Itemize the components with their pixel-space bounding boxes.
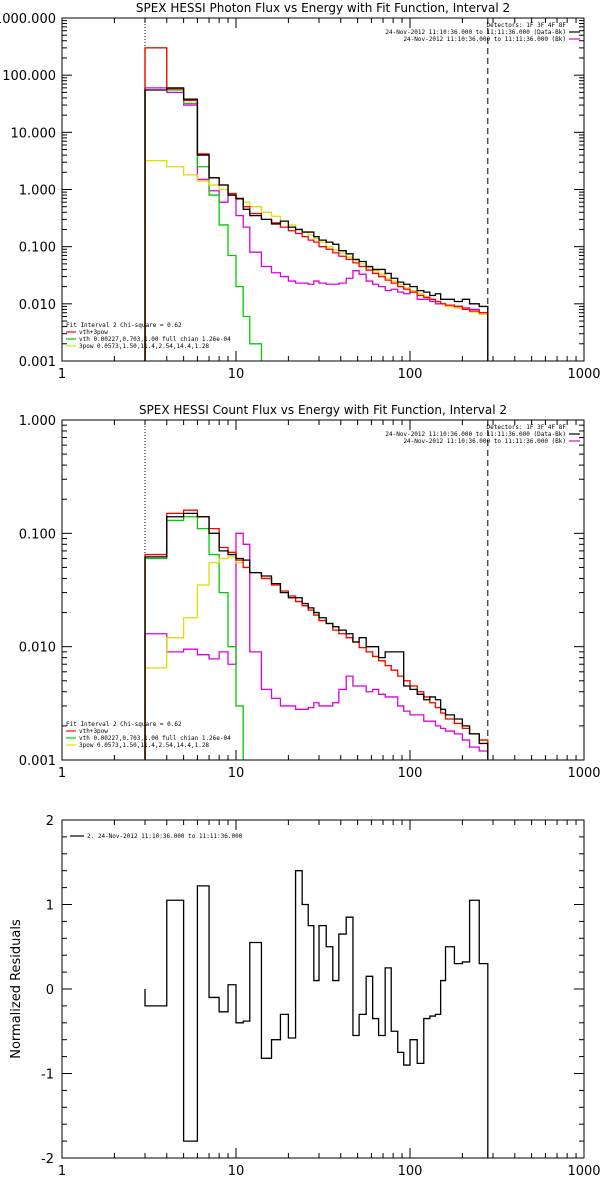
y-tick-label: 1.000: [19, 184, 56, 199]
x-tick-label: 1000: [567, 766, 600, 781]
plot-frame: [61, 819, 585, 1159]
legend-fit-entry: vth+3pow: [79, 329, 108, 336]
x-tick-label: 10: [228, 766, 245, 781]
legend-entry: 2. 24-Nov-2012 11:10:36.000 to 11:11:36.…: [87, 833, 243, 840]
series-line-data-bk: [144, 87, 489, 361]
x-tick-label: 10: [228, 1164, 245, 1179]
legend-top-line: 24-Nov-2012 11:10:36.000 to 11:11:36.000…: [385, 29, 566, 36]
count-flux-panel: SPEX HESSI Count Flux vs Energy with Fit…: [19, 403, 600, 781]
y-tick-label: 0.010: [19, 641, 56, 656]
legend-fit-entry: vth 0.00227,0.703,1.00 full chian 1.26e-…: [79, 735, 231, 742]
y-tick-label: -1: [41, 1068, 54, 1083]
legend-fit-entry: 3pow 0.0573,1.50,11.4,2.54,14.4,1.28: [79, 343, 209, 350]
x-tick-label: 100: [398, 766, 423, 781]
x-tick-label: 10: [228, 367, 245, 382]
series-group: [144, 47, 489, 361]
series-line-vth: [144, 516, 244, 760]
series-line-vth: [144, 47, 263, 361]
series-group: [144, 509, 489, 760]
series-line-bk: [144, 532, 489, 760]
x-tick-label: 1: [58, 766, 66, 781]
x-tick-label: 1: [58, 367, 66, 382]
y-tick-label: 0.001: [19, 355, 56, 370]
legend-fit-entry: 3pow 0.0573,1.50,11.4,2.54,14.4,1.28: [79, 742, 209, 749]
y-tick-label: -2: [41, 1152, 54, 1167]
chart-title: SPEX HESSI Photon Flux vs Energy with Fi…: [136, 1, 510, 15]
series-line-vth-3pow: [144, 509, 489, 760]
legend-top-line: 24-Nov-2012 11:10:36.000 to 11:11:36.000…: [403, 438, 566, 445]
residuals-panel: Normalized Residuals 1 10 100 1000 -2 -1 0 1 2 2. …: [9, 814, 600, 1179]
photon-flux-panel: SPEX HESSI Photon Flux vs Energy with Fi…: [0, 1, 600, 382]
y-tick-label: 10.000: [11, 126, 57, 141]
x-tick-label: 100: [398, 367, 423, 382]
x-tick-label: 100: [398, 1164, 423, 1179]
series-line-data-bk: [144, 512, 489, 760]
legend-top-line: 24-Nov-2012 11:10:36.000 to 11:11:36.000…: [385, 431, 566, 438]
y-tick-label: 2: [46, 814, 54, 829]
legend-top-line: 24-Nov-2012 11:10:36.000 to 11:11:36.000…: [403, 36, 566, 43]
chart-title: SPEX HESSI Count Flux vs Energy with Fit…: [139, 403, 507, 417]
legend-fit-entry: vth+3pow: [79, 728, 108, 735]
y-tick-label: 0.001: [19, 754, 56, 769]
legend-top-line: Detectors: 1F 3F 4F 8F: [487, 22, 567, 29]
y-tick-label: 0.010: [19, 298, 56, 313]
legend-fit-entry: vth 0.00227,0.703,1.00 full chian 1.26e-…: [79, 336, 231, 343]
y-tick-label: 1.000: [19, 414, 56, 429]
y-tick-label: 0.100: [19, 527, 56, 542]
y-tick-label: 0.100: [19, 241, 56, 256]
y-tick-label: 1000.000: [0, 12, 56, 27]
series-line-vth-3pow: [144, 47, 489, 361]
y-tick-label: 0: [46, 983, 54, 998]
y-tick-label: 100.000: [2, 69, 56, 84]
legend-fit-title: Fit Interval 2 Chi-square = 0.62: [66, 721, 182, 728]
legend-fit-title: Fit Interval 2 Chi-square = 0.62: [66, 322, 182, 329]
plot-frame: [61, 17, 585, 362]
series-group: [144, 870, 489, 1158]
legend-top-line: Detectors: 1F 3F 4F 8F: [487, 424, 567, 431]
x-tick-label: 1: [58, 1164, 66, 1179]
series-line-2-24-nov-2012-11-10-36-000-to-11-11-36-0: [144, 870, 489, 1158]
x-tick-label: 1000: [567, 367, 600, 382]
x-tick-label: 1000: [567, 1164, 600, 1179]
y-tick-label: 1: [46, 899, 54, 914]
plot-frame: [61, 419, 585, 761]
series-line-3pow: [144, 556, 489, 760]
y-axis-label: Normalized Residuals: [9, 919, 24, 1059]
series-line-bk: [144, 87, 489, 361]
